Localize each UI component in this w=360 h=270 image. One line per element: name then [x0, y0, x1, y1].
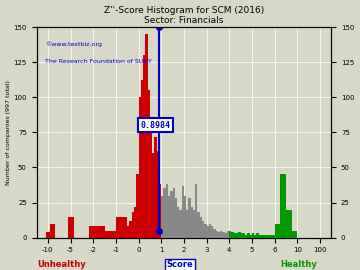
- Bar: [170, 191, 172, 238]
- Bar: [263, 235, 265, 238]
- Bar: [104, 231, 116, 238]
- Bar: [116, 217, 127, 238]
- Bar: [238, 232, 240, 238]
- Bar: [270, 235, 272, 238]
- Bar: [222, 232, 225, 238]
- Bar: [186, 210, 188, 238]
- Bar: [152, 153, 154, 238]
- Bar: [272, 235, 275, 238]
- Bar: [161, 195, 163, 238]
- Bar: [188, 198, 191, 238]
- Bar: [204, 224, 207, 238]
- Bar: [209, 224, 211, 238]
- Bar: [261, 235, 263, 238]
- Bar: [172, 188, 175, 238]
- Bar: [275, 224, 280, 238]
- Bar: [245, 235, 247, 238]
- Bar: [247, 233, 249, 238]
- Bar: [195, 184, 198, 238]
- Bar: [254, 235, 256, 238]
- Bar: [154, 137, 157, 238]
- Bar: [177, 207, 179, 238]
- Bar: [236, 233, 238, 238]
- Bar: [132, 212, 134, 238]
- Bar: [157, 151, 159, 238]
- Text: Healthy: Healthy: [280, 260, 317, 269]
- Bar: [32, 231, 37, 238]
- Bar: [166, 184, 168, 238]
- Text: 0.8984: 0.8984: [141, 121, 171, 130]
- Bar: [213, 229, 216, 238]
- Bar: [286, 210, 292, 238]
- Bar: [159, 184, 161, 238]
- Bar: [268, 235, 270, 238]
- Y-axis label: Number of companies (997 total): Number of companies (997 total): [5, 80, 10, 185]
- Bar: [207, 226, 209, 238]
- Bar: [46, 232, 50, 238]
- Text: ©www.textbiz.org: ©www.textbiz.org: [45, 41, 102, 47]
- Bar: [168, 195, 170, 238]
- Bar: [220, 231, 222, 238]
- Bar: [200, 217, 202, 238]
- Bar: [265, 235, 268, 238]
- Bar: [150, 132, 152, 238]
- Bar: [240, 233, 243, 238]
- Bar: [292, 231, 297, 238]
- Text: The Research Foundation of SUNY: The Research Foundation of SUNY: [45, 59, 152, 64]
- Bar: [259, 235, 261, 238]
- Bar: [127, 226, 130, 238]
- Title: Z''-Score Histogram for SCM (2016)
Sector: Financials: Z''-Score Histogram for SCM (2016) Secto…: [104, 6, 264, 25]
- Bar: [225, 233, 227, 238]
- Bar: [249, 235, 252, 238]
- Bar: [179, 210, 182, 238]
- Bar: [68, 217, 74, 238]
- Bar: [234, 233, 236, 238]
- Bar: [182, 186, 184, 238]
- Bar: [145, 34, 148, 238]
- Bar: [134, 207, 136, 238]
- Bar: [148, 90, 150, 238]
- Bar: [141, 80, 143, 238]
- Bar: [198, 212, 200, 238]
- Bar: [252, 233, 254, 238]
- Bar: [211, 226, 213, 238]
- Bar: [191, 207, 193, 238]
- Bar: [243, 233, 245, 238]
- Bar: [184, 195, 186, 238]
- Bar: [89, 226, 104, 238]
- Bar: [202, 221, 204, 238]
- Bar: [193, 210, 195, 238]
- Bar: [216, 231, 218, 238]
- Text: Unhealthy: Unhealthy: [37, 260, 86, 269]
- Bar: [143, 55, 145, 238]
- Bar: [227, 231, 229, 238]
- Bar: [280, 174, 286, 238]
- Text: Score: Score: [167, 260, 193, 269]
- Bar: [50, 224, 55, 238]
- Bar: [139, 97, 141, 238]
- Bar: [136, 174, 139, 238]
- Bar: [229, 231, 231, 238]
- Bar: [231, 232, 234, 238]
- Bar: [256, 233, 259, 238]
- Bar: [130, 221, 132, 238]
- Bar: [175, 198, 177, 238]
- Bar: [163, 188, 166, 238]
- Bar: [218, 232, 220, 238]
